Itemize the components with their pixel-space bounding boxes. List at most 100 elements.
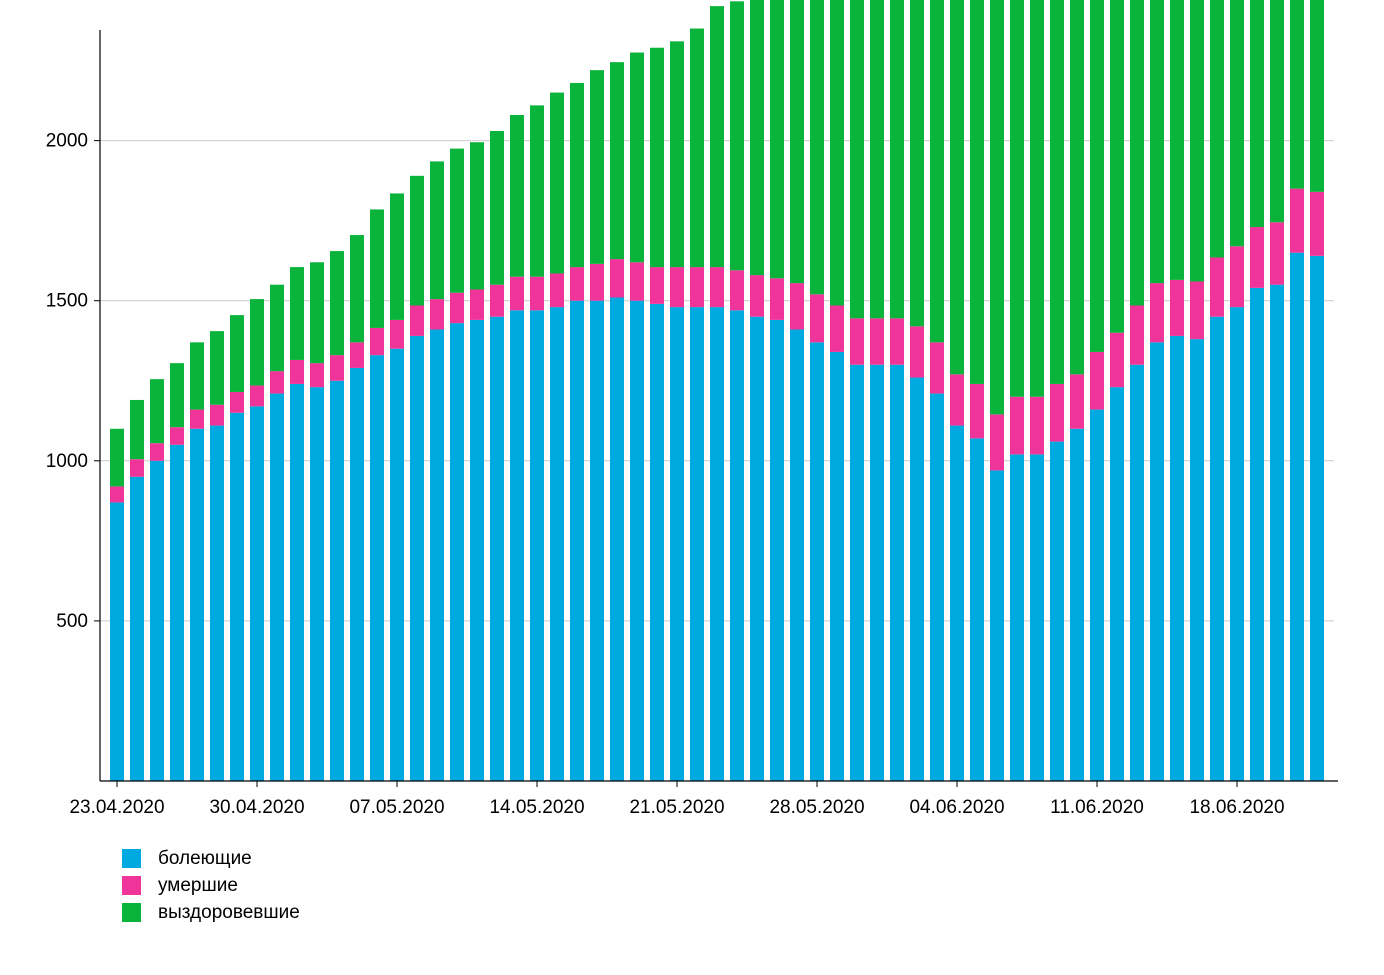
bar-sick-4 — [190, 428, 204, 781]
bar-deceased-23 — [570, 267, 584, 301]
bar-deceased-19 — [490, 284, 504, 317]
bar-deceased-42 — [950, 374, 964, 426]
bar-sick-21 — [530, 310, 544, 781]
bar-sick-42 — [950, 425, 964, 781]
bar-deceased-53 — [1170, 279, 1184, 336]
bar-sick-37 — [850, 364, 864, 781]
bar-deceased-46 — [1030, 396, 1044, 455]
bar-sick-17 — [450, 323, 464, 781]
bar-sick-36 — [830, 351, 844, 781]
bar-recovered-44 — [990, 0, 1004, 415]
bar-recovered-45 — [1010, 0, 1024, 397]
bar-sick-24 — [590, 300, 604, 781]
bar-sick-14 — [390, 348, 404, 781]
bar-recovered-18 — [470, 142, 484, 290]
bar-deceased-24 — [590, 263, 604, 301]
legend-item-recovered: выздоровевшие — [122, 899, 300, 926]
bar-recovered-58 — [1270, 0, 1284, 223]
bar-recovered-54 — [1190, 0, 1204, 282]
legend-item-sick: болеющие — [122, 845, 300, 872]
bar-recovered-17 — [450, 148, 464, 293]
bar-deceased-59 — [1290, 188, 1304, 253]
y-tick-label-500: 500 — [56, 611, 88, 632]
bar-recovered-43 — [970, 0, 984, 384]
bar-sick-30 — [710, 307, 724, 781]
bar-deceased-14 — [390, 319, 404, 349]
bar-recovered-27 — [650, 47, 664, 268]
bar-recovered-29 — [690, 28, 704, 268]
legend: болеющие умершие выздоровевшие — [122, 845, 300, 926]
bar-sick-47 — [1050, 441, 1064, 781]
bar-deceased-2 — [150, 443, 164, 461]
bar-sick-1 — [130, 476, 144, 781]
bar-recovered-24 — [590, 70, 604, 264]
bar-recovered-33 — [770, 0, 784, 279]
bar-recovered-10 — [310, 262, 324, 364]
bar-recovered-32 — [750, 0, 764, 276]
bar-recovered-56 — [1230, 0, 1244, 247]
bar-recovered-15 — [410, 175, 424, 306]
bar-deceased-13 — [370, 327, 384, 356]
bar-deceased-6 — [230, 391, 244, 413]
bar-sick-41 — [930, 393, 944, 781]
bar-deceased-4 — [190, 409, 204, 429]
bar-recovered-1 — [130, 399, 144, 460]
bar-deceased-54 — [1190, 281, 1204, 340]
y-tick-label-1500: 1500 — [46, 291, 88, 312]
bar-sick-2 — [150, 460, 164, 781]
bar-recovered-16 — [430, 161, 444, 300]
bar-sick-25 — [610, 297, 624, 781]
bar-sick-39 — [890, 364, 904, 781]
bar-sick-33 — [770, 319, 784, 781]
bars — [110, 0, 1324, 782]
bar-sick-15 — [410, 335, 424, 781]
bar-recovered-2 — [150, 379, 164, 444]
legend-label-deceased: умершие — [158, 874, 238, 896]
bar-deceased-52 — [1150, 283, 1164, 343]
bar-deceased-56 — [1230, 246, 1244, 308]
legend-swatch-recovered — [122, 903, 141, 922]
bar-sick-46 — [1030, 454, 1044, 781]
bar-deceased-60 — [1310, 191, 1324, 256]
bar-deceased-15 — [410, 305, 424, 336]
bar-recovered-34 — [790, 0, 804, 284]
bar-sick-59 — [1290, 252, 1304, 782]
bar-sick-54 — [1190, 339, 1204, 781]
bar-sick-52 — [1150, 342, 1164, 781]
bar-sick-38 — [870, 364, 884, 781]
bar-recovered-5 — [210, 331, 224, 405]
bar-deceased-45 — [1010, 396, 1024, 455]
bar-recovered-59 — [1290, 0, 1304, 189]
bar-deceased-37 — [850, 318, 864, 365]
bar-sick-40 — [910, 377, 924, 781]
bar-recovered-28 — [670, 41, 684, 268]
bar-deceased-34 — [790, 283, 804, 330]
bar-deceased-30 — [710, 267, 724, 308]
bar-recovered-37 — [850, 0, 864, 319]
bar-recovered-31 — [730, 1, 744, 271]
bar-recovered-8 — [270, 284, 284, 372]
bar-deceased-21 — [530, 276, 544, 311]
bar-sick-44 — [990, 470, 1004, 781]
bar-deceased-32 — [750, 275, 764, 317]
bar-deceased-58 — [1270, 222, 1284, 285]
x-tick-label-7: 30.04.2020 — [209, 797, 304, 818]
bar-sick-5 — [210, 425, 224, 781]
bar-recovered-53 — [1170, 0, 1184, 280]
bar-deceased-39 — [890, 318, 904, 365]
bar-recovered-51 — [1130, 0, 1144, 306]
bar-recovered-26 — [630, 52, 644, 263]
bar-deceased-17 — [450, 292, 464, 324]
bar-deceased-10 — [310, 363, 324, 388]
bar-sick-45 — [1010, 454, 1024, 781]
bar-sick-13 — [370, 355, 384, 781]
x-tick-label-49: 11.06.2020 — [1050, 797, 1144, 818]
bar-deceased-5 — [210, 404, 224, 426]
bar-deceased-20 — [510, 276, 524, 311]
bar-recovered-21 — [530, 105, 544, 277]
bar-deceased-48 — [1070, 374, 1084, 429]
bar-recovered-50 — [1110, 0, 1124, 333]
bar-deceased-31 — [730, 270, 744, 311]
